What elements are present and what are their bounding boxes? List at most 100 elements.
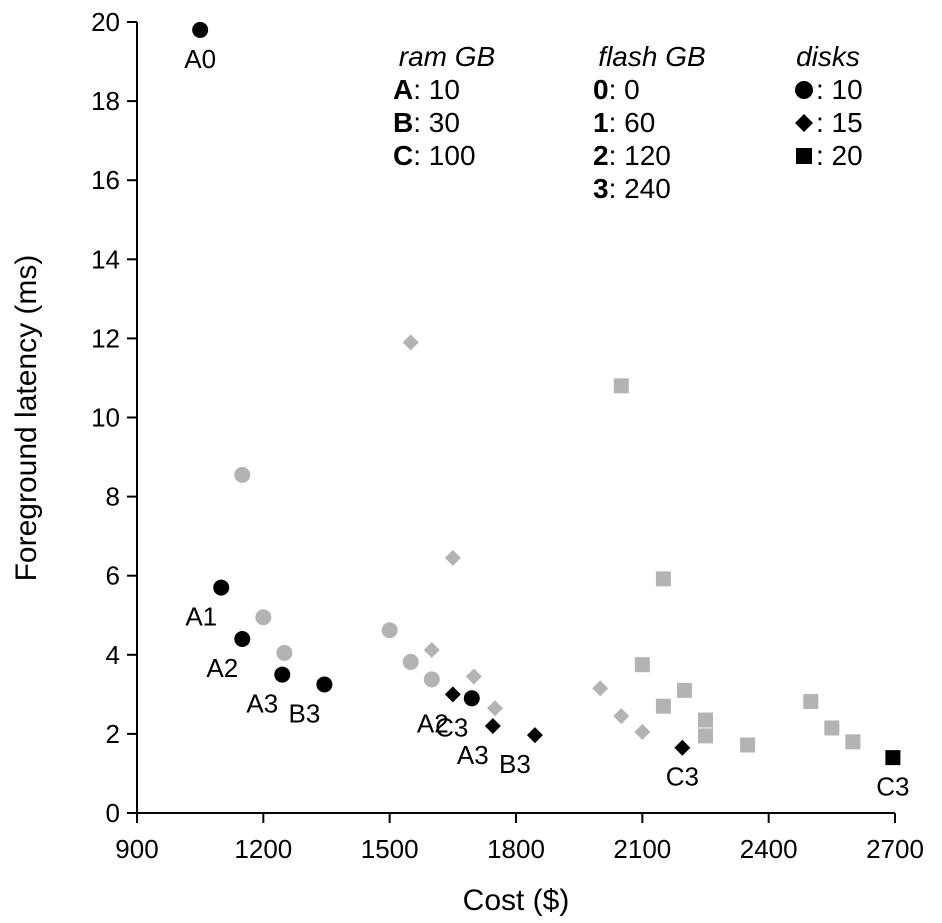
x-tick-label: 2400 <box>740 834 798 864</box>
x-tick-label: 2700 <box>866 834 924 864</box>
y-tick-label: 0 <box>106 798 120 828</box>
legend-key: C <box>393 140 413 171</box>
point-label: B3 <box>288 698 320 728</box>
y-tick-label: 4 <box>106 640 120 670</box>
data-point-square <box>845 734 861 750</box>
legend-key: A <box>393 74 413 105</box>
point-label: A1 <box>185 602 217 632</box>
legend-entry: B: 30 <box>393 107 460 138</box>
legend-key: 0 <box>593 74 609 105</box>
x-tick-label: 1200 <box>234 834 292 864</box>
x-tick-label: 900 <box>115 834 158 864</box>
legend-title: ram GB <box>399 41 495 72</box>
point-label: A2 <box>417 708 449 738</box>
y-tick-label: 20 <box>91 7 120 37</box>
point-label: A3 <box>457 740 489 770</box>
y-tick-label: 12 <box>91 323 120 353</box>
legend-marker-circle <box>795 81 813 99</box>
data-point-square <box>634 657 650 673</box>
y-tick-label: 2 <box>106 719 120 749</box>
data-point-diamond <box>486 700 503 717</box>
data-point-diamond <box>484 717 501 734</box>
data-point-circle <box>402 653 419 670</box>
legend-entry: C: 100 <box>393 140 476 171</box>
data-point-circle <box>381 622 398 639</box>
x-axis-title: Cost ($) <box>463 884 570 917</box>
point-label: A0 <box>184 44 216 74</box>
data-point-circle <box>276 644 293 661</box>
legend-entry: A: 10 <box>393 74 460 105</box>
data-point-square <box>698 728 713 744</box>
data-point-diamond <box>674 739 691 756</box>
legend-entry: 3: 240 <box>593 173 671 204</box>
point-label: C3 <box>435 712 468 742</box>
legend-value: : 10 <box>413 74 460 105</box>
legend-value: : 120 <box>609 140 671 171</box>
point-label: C3 <box>666 762 699 792</box>
x-tick-label: 2100 <box>613 834 671 864</box>
legend-marker-square <box>796 148 812 164</box>
legend-value: : 10 <box>816 74 863 105</box>
data-point-square <box>698 712 713 728</box>
legend-key: B <box>393 107 413 138</box>
data-point-circle <box>463 690 480 707</box>
data-point-circle <box>192 21 209 38</box>
data-point-square <box>824 720 840 736</box>
legend-key: 1 <box>593 107 609 138</box>
point-label: A3 <box>246 689 278 719</box>
legend-key: 2 <box>593 140 609 171</box>
data-point-square <box>676 682 692 698</box>
data-point-circle <box>423 671 440 688</box>
data-point-diamond <box>423 642 440 659</box>
data-point-square <box>655 698 671 714</box>
y-tick-label: 10 <box>91 403 120 433</box>
legend-value: : 20 <box>816 140 863 171</box>
data-point-diamond <box>613 708 630 725</box>
point-label: A2 <box>206 653 238 683</box>
data-point-circle <box>255 609 272 626</box>
legend-value: : 60 <box>609 107 656 138</box>
data-point-circle <box>234 466 251 483</box>
legend-title: flash GB <box>598 41 705 72</box>
legend-marker-diamond <box>795 114 813 132</box>
legend-entry: 1: 60 <box>593 107 655 138</box>
x-tick-label: 1800 <box>487 834 545 864</box>
data-point-diamond <box>592 680 609 697</box>
legend-value: : 0 <box>609 74 640 105</box>
data-point-square <box>885 750 901 766</box>
data-point-diamond <box>444 686 461 703</box>
y-axis-title: Foreground latency (ms) <box>10 255 43 582</box>
y-tick-label: 16 <box>91 165 120 195</box>
data-point-square <box>740 737 756 753</box>
legend-title: disks <box>796 41 860 72</box>
legend-value: : 100 <box>413 140 475 171</box>
data-point-diamond <box>526 727 543 744</box>
y-tick-label: 14 <box>91 244 120 274</box>
legend-value: : 30 <box>413 107 460 138</box>
data-point-circle <box>274 666 291 683</box>
legend-entry: 0: 0 <box>593 74 640 105</box>
data-point-diamond <box>444 549 461 566</box>
point-label: B3 <box>499 749 531 779</box>
y-tick-label: 8 <box>106 482 120 512</box>
legend-key: 3 <box>593 173 609 204</box>
point-label: C3 <box>876 772 909 802</box>
data-point-circle <box>213 579 230 596</box>
data-point-square <box>613 378 629 394</box>
data-point-circle <box>316 676 333 693</box>
data-point-diamond <box>465 668 482 685</box>
legend-value: : 240 <box>609 173 671 204</box>
data-point-diamond <box>634 723 651 740</box>
data-point-square <box>655 571 671 587</box>
legend-entry: 2: 120 <box>593 140 671 171</box>
y-tick-label: 18 <box>91 86 120 116</box>
legend-value: : 15 <box>816 107 863 138</box>
y-tick-label: 6 <box>106 561 120 591</box>
data-point-square <box>803 693 819 709</box>
data-point-circle <box>234 630 251 647</box>
x-tick-label: 1500 <box>361 834 419 864</box>
